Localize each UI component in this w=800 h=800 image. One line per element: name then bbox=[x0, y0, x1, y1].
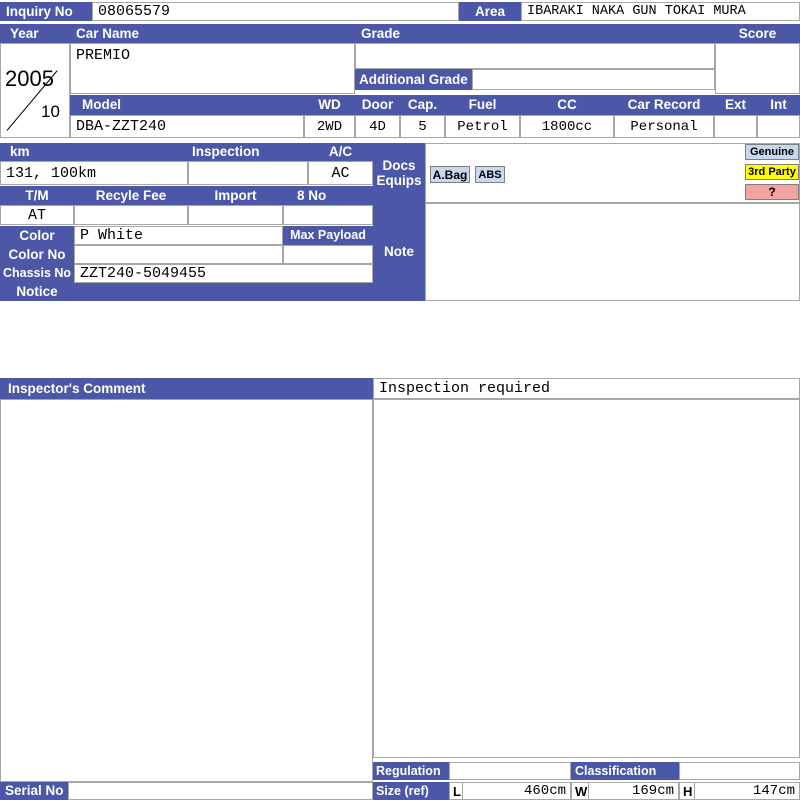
note-value[interactable] bbox=[425, 203, 800, 301]
width-label: W bbox=[571, 782, 589, 800]
regulation-value[interactable] bbox=[449, 762, 571, 780]
chassis-no-label: Chassis No bbox=[0, 264, 74, 283]
inquiry-no-label: Inquiry No bbox=[0, 2, 92, 21]
car-record-label: Car Record bbox=[614, 95, 714, 115]
cc-value[interactable]: 1800cc bbox=[520, 115, 614, 138]
door-label: Door bbox=[355, 95, 400, 115]
blank-spacer-area bbox=[0, 301, 800, 377]
inspection-diagram-left-pane[interactable] bbox=[0, 399, 373, 782]
year-value-cell: 2005 10 bbox=[0, 43, 70, 138]
width-value[interactable]: 169cm bbox=[589, 782, 679, 800]
color-no-value[interactable] bbox=[74, 245, 283, 264]
height-label: H bbox=[679, 782, 695, 800]
classification-value[interactable] bbox=[679, 762, 800, 780]
height-value[interactable]: 147cm bbox=[695, 782, 800, 800]
notice-label: Notice bbox=[0, 283, 74, 301]
recycle-fee-label: Recyle Fee bbox=[74, 186, 188, 205]
door-value[interactable]: 4D bbox=[355, 115, 400, 138]
equip-badge-airbag[interactable]: A.Bag bbox=[430, 166, 470, 183]
km-label: km bbox=[0, 143, 188, 161]
classification-label: Classification bbox=[571, 762, 679, 780]
legend-badge-third-party: 3rd Party bbox=[745, 164, 799, 180]
cap-label: Cap. bbox=[400, 95, 445, 115]
inspection-diagram-right-pane[interactable] bbox=[373, 399, 800, 758]
color-label: Color bbox=[0, 226, 74, 245]
inspection-value[interactable] bbox=[188, 161, 308, 185]
model-value[interactable]: DBA-ZZT240 bbox=[70, 115, 304, 138]
regulation-label: Regulation bbox=[373, 762, 449, 780]
max-payload-label: Max Payload bbox=[283, 226, 373, 245]
docs-label-line2: Equips bbox=[376, 173, 422, 188]
grade-label: Grade bbox=[355, 24, 715, 43]
cap-value[interactable]: 5 bbox=[400, 115, 445, 138]
additional-grade-value[interactable] bbox=[472, 69, 715, 90]
import-label: Import bbox=[188, 186, 283, 205]
docs-label-line1: Docs bbox=[382, 158, 416, 173]
ac-value[interactable]: AC bbox=[308, 161, 373, 185]
int-label: Int bbox=[757, 95, 800, 115]
recycle-fee-value[interactable] bbox=[74, 205, 188, 225]
serial-no-value[interactable] bbox=[68, 782, 373, 800]
score-label: Score bbox=[715, 24, 800, 43]
notice-value bbox=[74, 283, 373, 301]
inquiry-no-value[interactable]: 08065579 bbox=[92, 2, 459, 21]
wd-value[interactable]: 2WD bbox=[304, 115, 355, 138]
length-value[interactable]: 460cm bbox=[463, 782, 571, 800]
score-value[interactable] bbox=[715, 43, 800, 94]
additional-grade-label: Additional Grade bbox=[355, 69, 472, 90]
ac-label: A/C bbox=[308, 143, 373, 161]
color-value[interactable]: P White bbox=[74, 226, 283, 245]
year-value: 2005 bbox=[5, 66, 54, 91]
model-label: Model bbox=[70, 95, 304, 115]
car-name-value[interactable]: PREMIO bbox=[70, 43, 355, 94]
fuel-value[interactable]: Petrol bbox=[445, 115, 520, 138]
equip-badge-abs[interactable]: ABS bbox=[475, 166, 505, 183]
ext-label: Ext bbox=[714, 95, 757, 115]
max-payload-value[interactable] bbox=[283, 245, 373, 264]
color-no-label: Color No bbox=[0, 245, 74, 264]
size-ref-label: Size (ref) bbox=[373, 782, 449, 800]
legend-badge-genuine: Genuine bbox=[745, 144, 799, 160]
tm-value[interactable]: AT bbox=[0, 205, 74, 225]
note-label: Note bbox=[373, 203, 425, 301]
fuel-label: Fuel bbox=[445, 95, 520, 115]
km-value[interactable]: 131, 100km bbox=[0, 161, 188, 185]
inspection-label: Inspection bbox=[188, 143, 308, 161]
tm-label: T/M bbox=[0, 186, 74, 205]
ext-value[interactable] bbox=[714, 115, 757, 138]
cc-label: CC bbox=[520, 95, 614, 115]
import-value[interactable] bbox=[188, 205, 283, 225]
car-record-value[interactable]: Personal bbox=[614, 115, 714, 138]
wd-label: WD bbox=[304, 95, 355, 115]
serial-no-label: Serial No bbox=[0, 782, 68, 800]
inspectors-comment-value[interactable]: Inspection required bbox=[373, 378, 800, 399]
length-label: L bbox=[449, 782, 463, 800]
area-label: Area bbox=[459, 2, 521, 21]
year-label: Year bbox=[0, 24, 70, 43]
int-value[interactable] bbox=[757, 115, 800, 138]
month-value: 10 bbox=[41, 102, 60, 121]
chassis-no-value[interactable]: ZZT240-5049455 bbox=[74, 264, 373, 283]
eight-no-label: 8 No bbox=[283, 186, 373, 205]
grade-value[interactable] bbox=[355, 43, 715, 69]
inspectors-comment-label: Inspector's Comment bbox=[0, 378, 373, 399]
legend-badge-unknown: ? bbox=[745, 184, 799, 200]
eight-no-value[interactable] bbox=[283, 205, 373, 225]
docs-equips-label: Docs Equips bbox=[373, 143, 425, 203]
area-value[interactable]: IBARAKI NAKA GUN TOKAI MURA bbox=[521, 2, 800, 21]
car-name-label: Car Name bbox=[70, 24, 355, 43]
